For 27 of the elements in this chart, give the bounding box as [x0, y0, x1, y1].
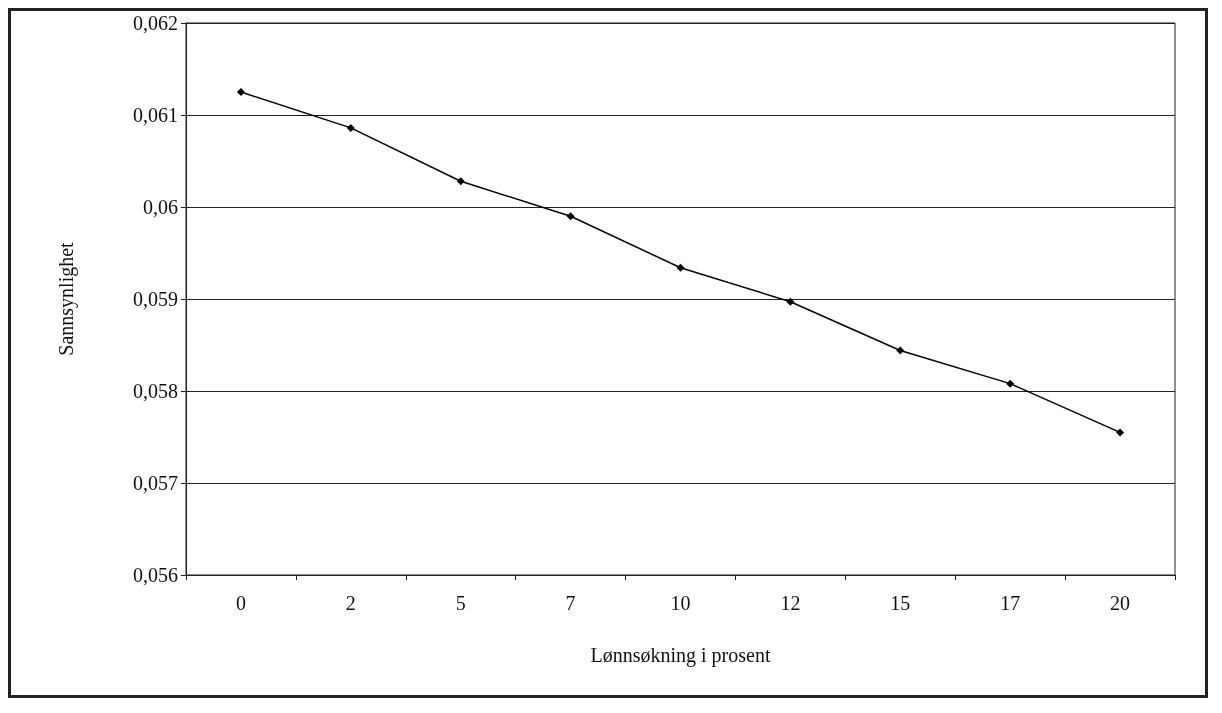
y-tick-label: 0,06	[143, 196, 178, 218]
x-tick-label: 10	[670, 592, 691, 614]
y-axis-title: Sannsynlighet	[55, 241, 78, 356]
y-tick-label: 0,056	[133, 564, 178, 586]
y-tick-label: 0,062	[133, 12, 178, 34]
x-tick-label: 0	[235, 592, 246, 614]
point	[676, 263, 685, 272]
x-tick-label: 7	[565, 592, 576, 614]
x-tick-label: 12	[780, 592, 801, 614]
x-tick-label: 17	[1000, 592, 1021, 614]
y-tick-label: 0,057	[133, 472, 178, 494]
point	[346, 123, 355, 132]
y-tick-label: 0,061	[133, 104, 178, 126]
point	[566, 212, 575, 221]
point	[896, 346, 905, 355]
x-tick-label: 20	[1110, 592, 1131, 614]
x-axis-title: Lønnsøkning i prosent	[590, 644, 771, 667]
point	[236, 88, 245, 96]
point	[786, 297, 795, 306]
point	[1006, 379, 1015, 388]
y-tick-label: 0,059	[133, 288, 178, 310]
x-tick-label: 15	[890, 592, 911, 614]
point	[1116, 428, 1125, 437]
x-tick-label: 5	[455, 592, 466, 614]
point	[456, 177, 465, 186]
y-tick-label: 0,058	[133, 380, 178, 402]
x-tick-label: 2	[345, 592, 356, 614]
